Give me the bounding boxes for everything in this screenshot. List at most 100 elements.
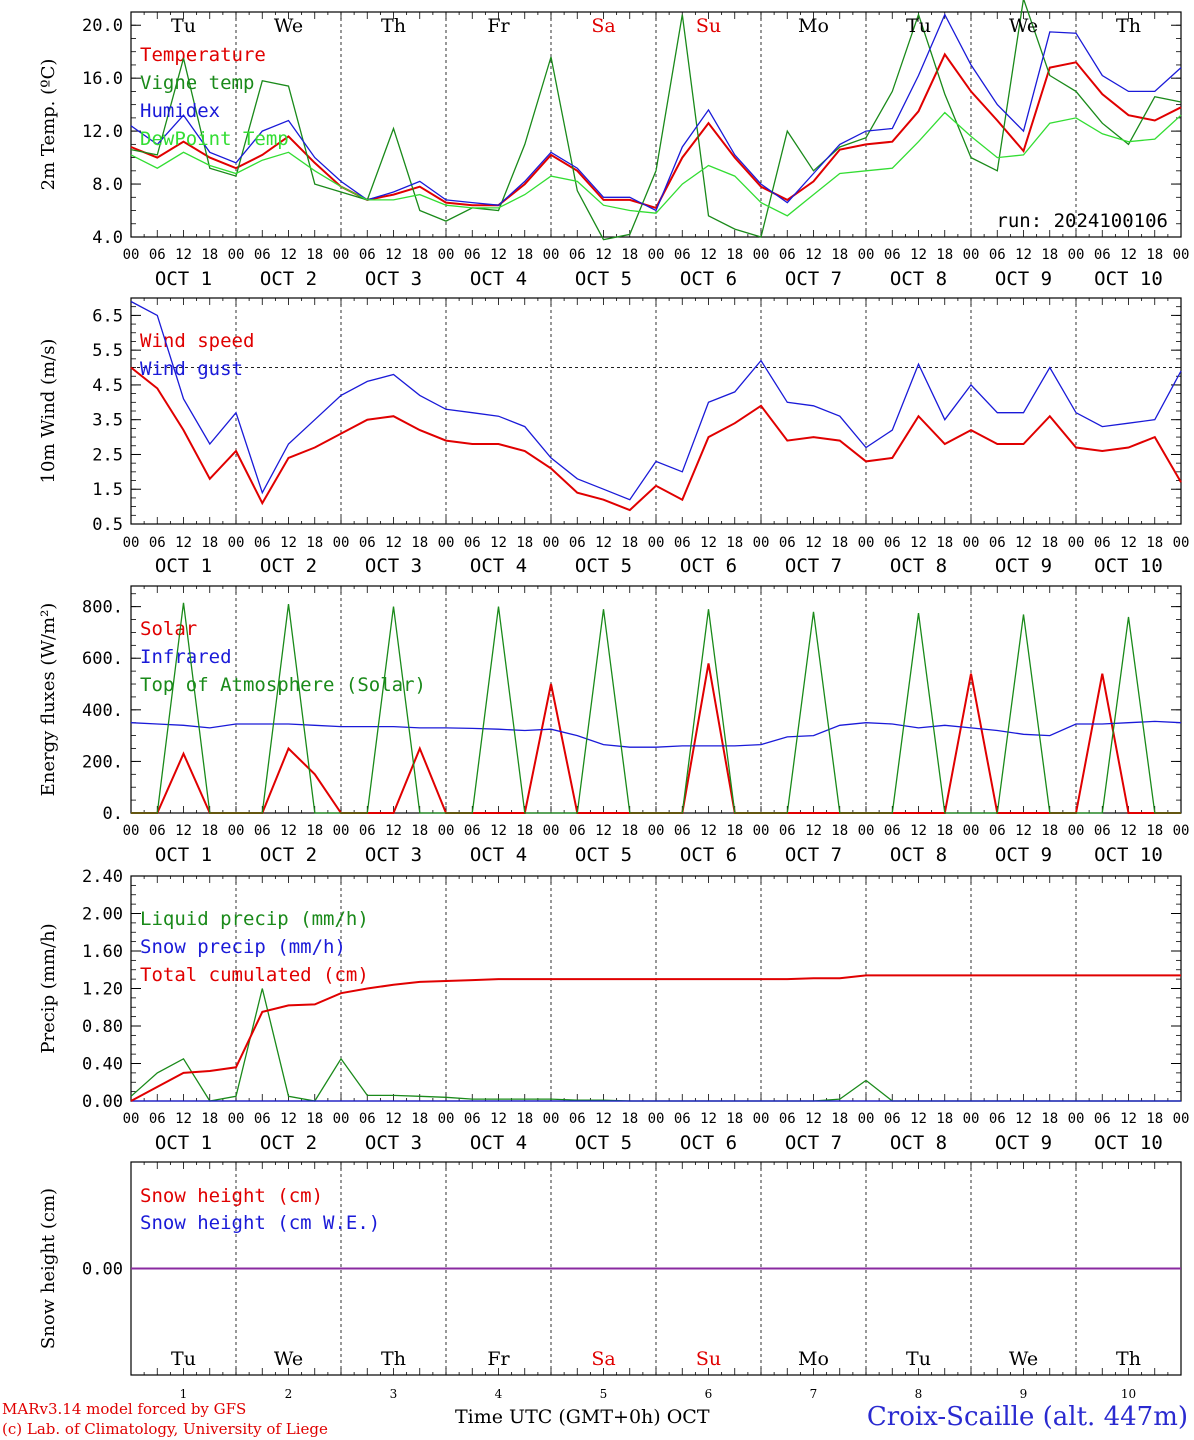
hour-label: 12	[280, 535, 297, 551]
date-label: OCT 5	[575, 555, 632, 577]
date-label: OCT 7	[785, 844, 842, 866]
hour-label: 00	[1173, 535, 1190, 551]
day-number-label: 5	[600, 1387, 608, 1401]
hour-label: 06	[569, 1111, 586, 1127]
y-axis-label: Energy fluxes (W/m²)	[38, 603, 59, 797]
day-number-label: 4	[495, 1387, 503, 1401]
hour-label: 00	[1068, 247, 1085, 263]
hour-label: 06	[254, 823, 271, 839]
hour-label: 00	[963, 535, 980, 551]
hour-label: 00	[228, 823, 245, 839]
hour-label: 00	[123, 535, 140, 551]
hour-label: 18	[516, 535, 533, 551]
hour-label: 18	[1041, 823, 1058, 839]
y-tick-label: 4.5	[92, 376, 123, 396]
hour-label: 12	[595, 535, 612, 551]
hour-label: 18	[411, 823, 428, 839]
y-tick-label: 8.0	[92, 175, 123, 195]
hour-label: 18	[936, 1111, 953, 1127]
hour-label: 06	[779, 823, 796, 839]
hour-label: 00	[858, 823, 875, 839]
hour-label: 06	[884, 247, 901, 263]
day-number-label: 9	[1020, 1387, 1028, 1401]
hour-label: 00	[648, 247, 665, 263]
run-label: run: 2024100106	[996, 210, 1168, 232]
hour-label: 00	[963, 1111, 980, 1127]
day-name-label: We	[1009, 1348, 1038, 1370]
hour-label: 18	[411, 247, 428, 263]
day-number-label: 2	[285, 1387, 293, 1401]
hour-label: 06	[989, 535, 1006, 551]
hour-label: 06	[464, 1111, 481, 1127]
day-name-label: We	[274, 1348, 303, 1370]
hour-label: 12	[385, 535, 402, 551]
hour-label: 18	[936, 247, 953, 263]
y-tick-label: 200.	[82, 752, 123, 772]
hour-label: 18	[726, 247, 743, 263]
hour-label: 00	[333, 823, 350, 839]
date-label: OCT 1	[155, 268, 212, 290]
hour-label: 00	[543, 1111, 560, 1127]
hour-label: 12	[175, 823, 192, 839]
hour-label: 18	[516, 823, 533, 839]
date-label: OCT 1	[155, 555, 212, 577]
hour-label: 12	[700, 823, 717, 839]
hour-label: 06	[674, 1111, 691, 1127]
hour-label: 18	[936, 535, 953, 551]
hour-label: 18	[1146, 247, 1163, 263]
hour-label: 12	[175, 535, 192, 551]
hour-label: 06	[884, 1111, 901, 1127]
hour-label: 00	[1068, 1111, 1085, 1127]
hour-label: 12	[1120, 247, 1137, 263]
legend-entry-wind-1: Wind gust	[140, 358, 243, 380]
hour-label: 06	[254, 1111, 271, 1127]
legend-entry-wind-0: Wind speed	[140, 330, 254, 352]
legend-entry-precip-2: Total cumulated (cm)	[140, 964, 369, 986]
y-tick-label: 20.0	[82, 16, 123, 36]
hour-label: 18	[621, 247, 638, 263]
hour-label: 18	[1146, 535, 1163, 551]
hour-label: 12	[385, 1111, 402, 1127]
date-label: OCT 9	[995, 844, 1052, 866]
hour-label: 00	[543, 247, 560, 263]
legend-entry-snow-0: Snow height (cm)	[140, 1185, 323, 1207]
y-tick-label: 0.40	[82, 1055, 123, 1075]
date-label: OCT 10	[1094, 844, 1163, 866]
hour-label: 18	[726, 1111, 743, 1127]
hour-label: 06	[149, 823, 166, 839]
y-tick-label: 1.60	[82, 942, 123, 962]
date-label: OCT 1	[155, 844, 212, 866]
hour-label: 12	[910, 1111, 927, 1127]
legend-entry-snow-1: Snow height (cm W.E.)	[140, 1212, 380, 1234]
hour-label: 00	[753, 535, 770, 551]
legend-entry-precip-0: Liquid precip (mm/h)	[140, 908, 369, 930]
hour-label: 06	[989, 1111, 1006, 1127]
date-label: OCT 9	[995, 1132, 1052, 1154]
hour-label: 06	[464, 247, 481, 263]
date-label: OCT 7	[785, 268, 842, 290]
hour-label: 12	[595, 1111, 612, 1127]
y-tick-label: 600.	[82, 649, 123, 669]
time-axis-label: Time UTC (GMT+0h) OCT	[455, 1406, 710, 1428]
y-tick-label: 0.80	[82, 1017, 123, 1037]
day-name-label: Su	[696, 15, 721, 37]
hour-label: 06	[254, 535, 271, 551]
hour-label: 18	[306, 1111, 323, 1127]
hour-label: 06	[569, 535, 586, 551]
day-name-label: We	[274, 15, 303, 37]
hour-label: 12	[700, 1111, 717, 1127]
hour-label: 18	[516, 1111, 533, 1127]
day-name-label: Sa	[591, 15, 615, 37]
date-label: OCT 10	[1094, 1132, 1163, 1154]
y-tick-label: 0.00	[82, 1092, 123, 1112]
hour-label: 12	[1015, 535, 1032, 551]
hour-label: 18	[726, 535, 743, 551]
hour-label: 06	[779, 535, 796, 551]
y-tick-label: 4.0	[92, 228, 123, 248]
hour-label: 00	[963, 247, 980, 263]
hour-label: 18	[1146, 823, 1163, 839]
series-line-temp-2	[130, 13, 1182, 212]
hour-label: 12	[910, 823, 927, 839]
hour-label: 06	[884, 823, 901, 839]
